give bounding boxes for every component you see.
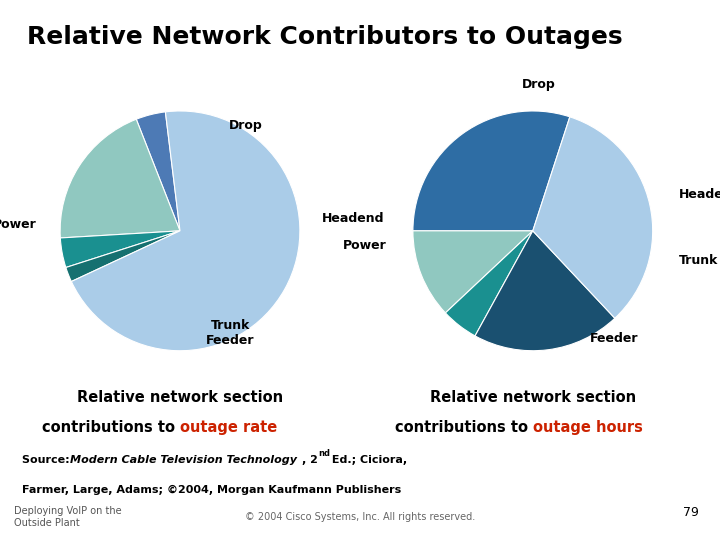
Text: Power: Power xyxy=(0,218,36,231)
Text: , 2: , 2 xyxy=(302,455,318,465)
Text: nd: nd xyxy=(318,449,330,458)
Wedge shape xyxy=(66,231,180,281)
Text: Drop: Drop xyxy=(229,119,263,132)
Text: contributions to: contributions to xyxy=(42,420,180,435)
Text: contributions to: contributions to xyxy=(395,420,533,435)
Text: Feeder: Feeder xyxy=(590,332,639,345)
Text: Farmer, Large, Adams; ©2004, Morgan Kaufmann Publishers: Farmer, Large, Adams; ©2004, Morgan Kauf… xyxy=(22,485,401,495)
Text: Modern Cable Television Technology: Modern Cable Television Technology xyxy=(71,455,297,465)
Text: Relative Network Contributors to Outages: Relative Network Contributors to Outages xyxy=(27,25,623,49)
Wedge shape xyxy=(136,112,180,231)
Text: Source:: Source: xyxy=(22,455,73,465)
Text: Relative network section: Relative network section xyxy=(430,390,636,405)
Text: Deploying VoIP on the
Outside Plant: Deploying VoIP on the Outside Plant xyxy=(14,507,122,528)
Wedge shape xyxy=(60,231,180,267)
Wedge shape xyxy=(413,231,533,313)
Text: Trunk: Trunk xyxy=(679,254,719,267)
Wedge shape xyxy=(413,111,570,231)
Text: Headend: Headend xyxy=(321,212,384,225)
Text: 79: 79 xyxy=(683,507,698,519)
Wedge shape xyxy=(71,111,300,350)
Text: Trunk
Feeder: Trunk Feeder xyxy=(206,319,255,347)
Text: Headend: Headend xyxy=(679,188,720,201)
Wedge shape xyxy=(60,119,180,238)
Wedge shape xyxy=(475,231,615,350)
Text: Ed.; Ciciora,: Ed.; Ciciora, xyxy=(328,455,407,465)
Text: © 2004 Cisco Systems, Inc. All rights reserved.: © 2004 Cisco Systems, Inc. All rights re… xyxy=(245,512,475,522)
Wedge shape xyxy=(446,231,533,336)
Text: outage hours: outage hours xyxy=(533,420,643,435)
Text: outage rate: outage rate xyxy=(180,420,277,435)
Text: Drop: Drop xyxy=(522,78,556,91)
Text: Power: Power xyxy=(343,239,387,252)
Wedge shape xyxy=(533,117,652,318)
Text: Cisco.com: Cisco.com xyxy=(642,68,698,78)
Text: Relative network section: Relative network section xyxy=(77,390,283,405)
